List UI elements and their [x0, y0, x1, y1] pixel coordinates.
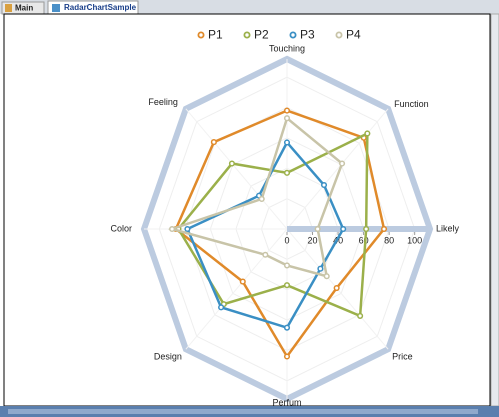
category-label: Design — [154, 352, 182, 362]
category-label: Feeling — [148, 97, 178, 107]
category-label: Likely — [436, 223, 460, 233]
legend-marker — [197, 31, 205, 39]
legend-label: P1 — [208, 28, 223, 42]
data-point — [210, 139, 217, 146]
r-tick-label: 20 — [308, 235, 318, 245]
legend-label: P2 — [254, 28, 269, 42]
data-point — [184, 225, 191, 233]
data-point — [283, 169, 291, 176]
legend-label: P4 — [346, 28, 361, 42]
data-point — [228, 160, 235, 167]
data-point — [380, 225, 388, 233]
legend-marker — [335, 31, 343, 39]
data-point — [262, 251, 269, 258]
legend-marker — [243, 31, 251, 39]
data-point — [283, 115, 291, 122]
data-point — [363, 225, 370, 233]
radial-axis — [287, 226, 430, 232]
data-point — [323, 273, 330, 280]
vertical-scrollbar[interactable] — [490, 13, 499, 407]
radar-chart: 0 20 40 60 80 100TouchingFunctionLikelyPriceP… — [110, 28, 459, 408]
data-point — [218, 304, 225, 311]
scroll-thumb[interactable] — [8, 409, 478, 414]
data-point — [283, 262, 291, 269]
data-point — [314, 225, 321, 233]
data-point — [239, 278, 246, 285]
category-label: Color — [110, 223, 132, 233]
content-frame — [3, 13, 491, 407]
tab-label[interactable]: RadarChartSample — [64, 3, 137, 12]
spoke — [185, 108, 288, 230]
data-point — [320, 181, 328, 189]
data-point — [283, 282, 291, 289]
r-tick-label: 0 — [284, 235, 289, 245]
data-point — [339, 160, 346, 167]
tab-icon — [52, 4, 60, 12]
r-tick-label: 100 — [407, 235, 422, 245]
spoke — [286, 108, 389, 230]
r-tick-label: 80 — [384, 235, 394, 245]
tab-label[interactable]: Main — [15, 4, 33, 13]
category-label: Touching — [269, 43, 305, 53]
data-point — [258, 195, 265, 202]
r-tick-label: 60 — [359, 235, 369, 245]
tab-icon — [5, 4, 12, 12]
legend-label: P3 — [300, 28, 315, 42]
data-point — [333, 284, 340, 292]
data-point — [283, 107, 291, 114]
category-label: Price — [392, 352, 413, 362]
data-point — [357, 312, 364, 319]
data-point — [364, 130, 371, 137]
data-point — [283, 324, 291, 331]
legend-marker — [289, 31, 297, 39]
data-point — [169, 225, 176, 233]
category-label: Function — [394, 99, 429, 109]
data-point — [340, 225, 347, 233]
category-label: Perfum — [272, 397, 301, 407]
data-point — [283, 353, 291, 360]
spoke — [185, 228, 288, 350]
data-point — [283, 139, 291, 146]
data-point — [317, 265, 324, 272]
